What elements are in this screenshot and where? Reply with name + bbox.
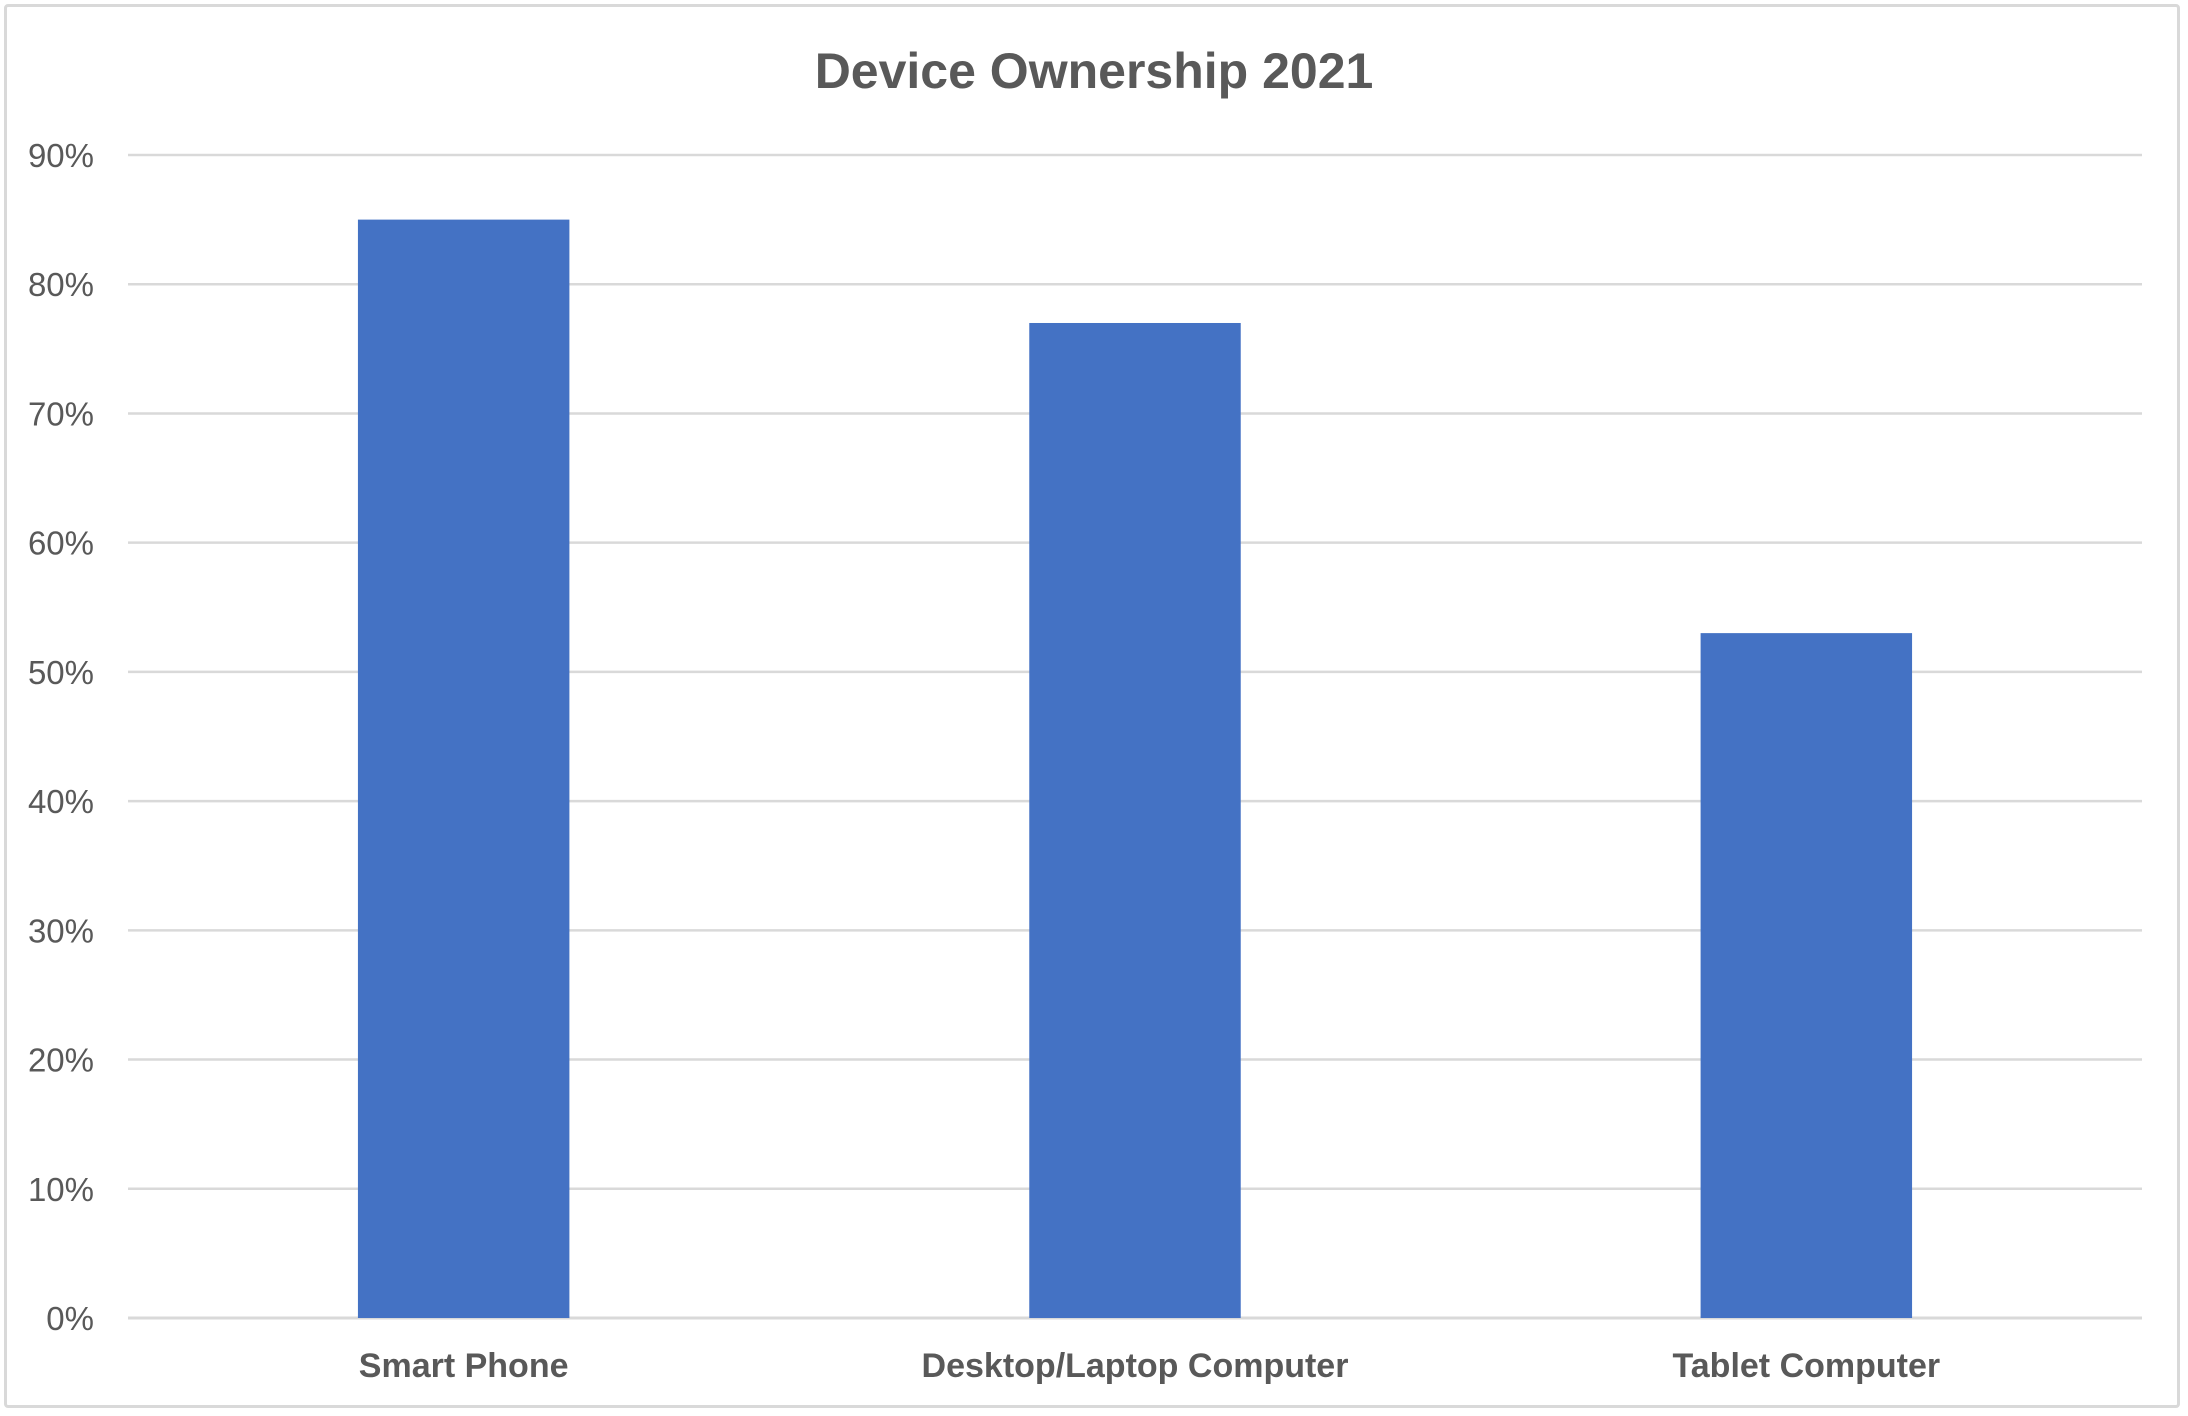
x-axis-tick-labels: Smart Phone Desktop/Laptop Computer Tablet…: [359, 1347, 1940, 1385]
bar-tablet-computer: [1700, 633, 1913, 1318]
y-tick-label: 80%: [28, 266, 94, 303]
y-axis-tick-labels: 0% 10% 20% 30% 40% 50% 60% 70% 80% 90%: [28, 137, 94, 1337]
y-tick-label: 20%: [28, 1042, 94, 1079]
y-tick-label: 70%: [28, 395, 94, 432]
bars: [357, 219, 1913, 1319]
y-tick-label: 60%: [28, 525, 94, 562]
y-tick-label: 0%: [46, 1300, 94, 1337]
y-tick-label: 40%: [28, 783, 94, 820]
chart-title: Device Ownership 2021: [815, 43, 1374, 99]
x-tick-label: Tablet Computer: [1673, 1347, 1941, 1385]
y-tick-label: 30%: [28, 912, 94, 949]
y-tick-label: 90%: [28, 137, 94, 174]
bar-smart-phone: [357, 219, 570, 1319]
x-tick-label: Smart Phone: [359, 1347, 569, 1385]
bar-desktop-laptop-computer: [1029, 322, 1241, 1318]
y-tick-label: 50%: [28, 654, 94, 691]
y-tick-label: 10%: [28, 1171, 94, 1208]
x-tick-label: Desktop/Laptop Computer: [922, 1347, 1349, 1385]
